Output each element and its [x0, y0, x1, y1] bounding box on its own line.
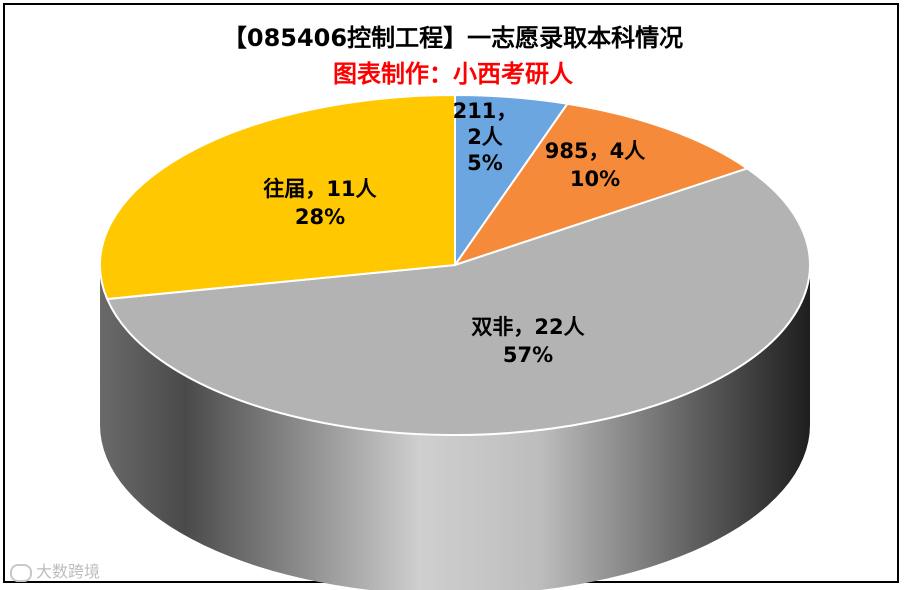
chart-subtitle: 图表制作：小西考研人	[333, 60, 573, 88]
slice-label-line: 往届，11人	[263, 177, 376, 201]
slice-label-3: 往届，11人 28%	[263, 177, 376, 229]
slice-label-line: 28%	[295, 205, 345, 229]
pie-slice-2	[105, 167, 811, 436]
slice-label-line: 211，	[453, 99, 518, 123]
pie-slice-3	[99, 93, 456, 301]
slice-label-line: 双非，22人	[471, 315, 584, 339]
watermark-text: 大数跨境	[36, 562, 101, 581]
chart-title: 【085406控制工程】一志愿录取本科情况	[222, 24, 684, 52]
pie-side-wall	[100, 265, 810, 590]
pie-side-surface	[100, 265, 810, 590]
slice-label-line: 2人	[467, 125, 503, 149]
pie-top-slices	[99, 93, 811, 436]
slice-label-0: 211， 2人 5%	[453, 99, 518, 175]
slice-label-line: 57%	[503, 343, 553, 367]
pie-slice-1	[452, 102, 750, 267]
slice-label-line: 10%	[570, 167, 620, 191]
slice-label-1: 985，4人 10%	[545, 139, 645, 191]
logo-icon	[10, 563, 32, 582]
slice-label-line: 5%	[467, 151, 503, 175]
watermark: 大数跨境	[10, 558, 100, 582]
slice-label-line: 985，4人	[545, 139, 645, 163]
slice-label-2: 双非，22人 57%	[471, 315, 584, 367]
pie-data-labels: 211， 2人 5% 985，4人 10% 双非，22人 57% 往届，11人 28%	[263, 99, 645, 367]
